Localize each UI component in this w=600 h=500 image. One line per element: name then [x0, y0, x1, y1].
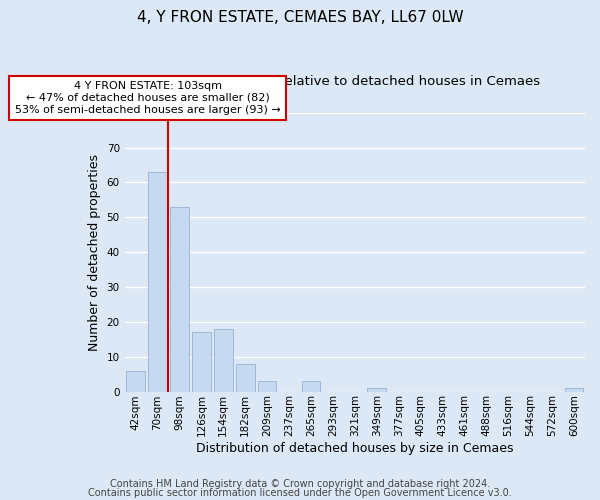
Bar — [258, 381, 277, 392]
Text: 4, Y FRON ESTATE, CEMAES BAY, LL67 0LW: 4, Y FRON ESTATE, CEMAES BAY, LL67 0LW — [137, 10, 463, 25]
Bar — [192, 332, 211, 392]
Text: Contains HM Land Registry data © Crown copyright and database right 2024.: Contains HM Land Registry data © Crown c… — [110, 479, 490, 489]
Bar — [148, 172, 167, 392]
Bar — [302, 381, 320, 392]
X-axis label: Distribution of detached houses by size in Cemaes: Distribution of detached houses by size … — [196, 442, 514, 455]
Bar — [565, 388, 583, 392]
Y-axis label: Number of detached properties: Number of detached properties — [88, 154, 101, 350]
Bar — [236, 364, 254, 392]
Bar — [214, 329, 233, 392]
Bar — [126, 370, 145, 392]
Text: 4 Y FRON ESTATE: 103sqm
← 47% of detached houses are smaller (82)
53% of semi-de: 4 Y FRON ESTATE: 103sqm ← 47% of detache… — [15, 82, 281, 114]
Text: Contains public sector information licensed under the Open Government Licence v3: Contains public sector information licen… — [88, 488, 512, 498]
Title: Size of property relative to detached houses in Cemaes: Size of property relative to detached ho… — [169, 75, 541, 88]
Bar — [170, 207, 189, 392]
Bar — [367, 388, 386, 392]
